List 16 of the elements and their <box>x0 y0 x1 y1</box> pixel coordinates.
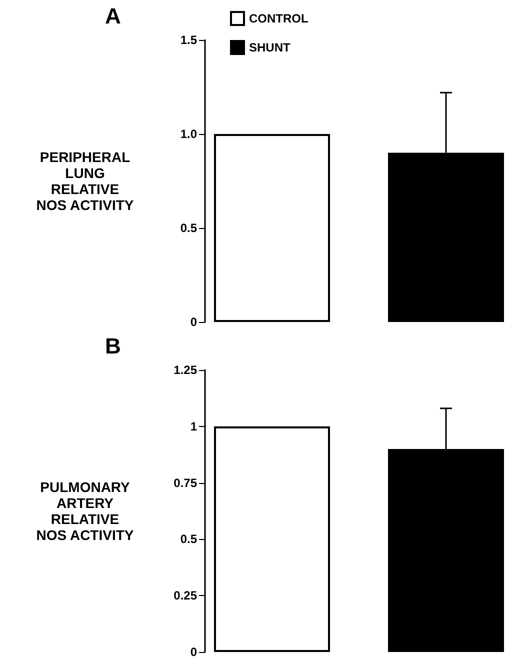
y-axis-title: PERIPHERAL LUNG RELATIVE NOS ACTIVITY <box>36 149 134 213</box>
legend-label: SHUNT <box>249 40 291 54</box>
y-tick-label: 1.5 <box>180 33 198 47</box>
y-tick-label: 0.5 <box>180 221 198 235</box>
y-tick-label: 0.75 <box>174 476 198 490</box>
y-tick-label: 0 <box>190 645 198 659</box>
y-axis-title: PULMONARY ARTERY RELATIVE NOS ACTIVITY <box>36 479 134 543</box>
y-tick-label: 0 <box>190 315 198 329</box>
chart-title: B <box>105 334 121 358</box>
y-tick-label: 1.25 <box>174 363 198 377</box>
y-tick-label: 0.25 <box>174 588 198 603</box>
legend-label: CONTROL <box>249 12 308 26</box>
y-tick-label: 1 <box>190 419 198 434</box>
chart-title: A <box>105 4 121 28</box>
y-tick-label: 1.0 <box>180 127 198 141</box>
y-tick-label: 0.5 <box>180 532 198 546</box>
